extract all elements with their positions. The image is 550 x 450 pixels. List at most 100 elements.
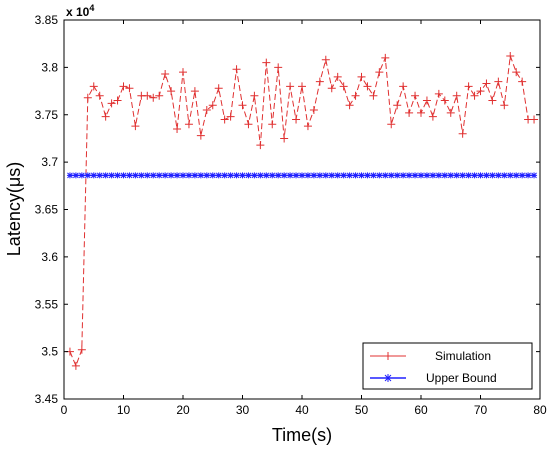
legend: Simulation Upper Bound bbox=[362, 342, 533, 390]
data-point-upper-bound bbox=[281, 172, 288, 179]
x-tick-label: 20 bbox=[176, 403, 190, 417]
data-point-simulation bbox=[173, 124, 182, 133]
x-axis-title: Time(s) bbox=[272, 425, 332, 445]
data-point-simulation bbox=[357, 72, 366, 81]
data-point-simulation bbox=[351, 91, 360, 100]
data-point-simulation bbox=[417, 108, 425, 117]
data-point-simulation bbox=[518, 77, 527, 86]
data-point-simulation bbox=[321, 55, 330, 64]
x-tick-label: 60 bbox=[414, 403, 428, 417]
data-point-upper-bound bbox=[495, 172, 502, 179]
data-point-simulation bbox=[381, 53, 390, 62]
data-point-simulation bbox=[452, 91, 461, 100]
data-point-upper-bound bbox=[346, 172, 353, 179]
plot-area bbox=[64, 20, 540, 399]
x-tick-label: 40 bbox=[295, 403, 309, 417]
legend-marker-simulation bbox=[384, 352, 392, 360]
data-point-simulation bbox=[303, 122, 312, 131]
x-tick-label: 80 bbox=[533, 403, 547, 417]
data-point-simulation bbox=[470, 91, 479, 100]
data-point-upper-bound bbox=[162, 172, 169, 179]
data-point-upper-bound bbox=[400, 172, 407, 179]
data-point-upper-bound bbox=[185, 172, 192, 179]
data-point-upper-bound bbox=[221, 172, 228, 179]
data-point-upper-bound bbox=[168, 172, 175, 179]
y-exponent-power: 4 bbox=[89, 3, 94, 13]
data-point-simulation bbox=[250, 91, 259, 100]
data-point-upper-bound bbox=[138, 172, 145, 179]
data-point-upper-bound bbox=[126, 172, 133, 179]
y-exponent-base: x 10 bbox=[66, 5, 90, 19]
data-point-upper-bound bbox=[304, 172, 311, 179]
data-point-simulation bbox=[131, 122, 140, 131]
data-point-upper-bound bbox=[132, 172, 139, 179]
data-point-simulation bbox=[280, 134, 289, 143]
data-point-simulation bbox=[440, 96, 449, 105]
data-point-simulation bbox=[179, 68, 187, 77]
data-point-simulation bbox=[286, 82, 295, 91]
data-point-simulation bbox=[512, 68, 521, 77]
data-point-simulation bbox=[190, 87, 199, 96]
data-point-simulation bbox=[434, 89, 443, 98]
data-point-simulation bbox=[226, 112, 235, 121]
data-point-upper-bound bbox=[269, 172, 276, 179]
data-point-simulation bbox=[476, 87, 485, 96]
data-point-simulation bbox=[161, 70, 170, 79]
data-point-simulation bbox=[345, 101, 354, 110]
data-point-upper-bound bbox=[257, 172, 264, 179]
data-point-simulation bbox=[149, 93, 158, 102]
data-point-upper-bound bbox=[310, 172, 317, 179]
ticks-layer: 0 10 20 30 40 50 60 70 80 3.45 3.5 3.55 3.6 3.65 3.7 3.… bbox=[35, 13, 547, 417]
data-point-simulation bbox=[101, 112, 110, 121]
data-point-upper-bound bbox=[453, 172, 460, 179]
y-tick-label: 3.8 bbox=[41, 60, 58, 74]
y-tick-label: 3.45 bbox=[35, 392, 59, 406]
data-point-upper-bound bbox=[465, 172, 472, 179]
series-layer bbox=[65, 52, 539, 370]
data-point-upper-bound bbox=[459, 172, 466, 179]
data-point-simulation bbox=[125, 84, 134, 93]
y-tick-label: 3.55 bbox=[35, 297, 59, 311]
data-point-simulation bbox=[375, 68, 384, 77]
data-point-simulation bbox=[202, 106, 211, 115]
data-point-simulation bbox=[500, 101, 509, 110]
data-point-simulation bbox=[446, 108, 455, 117]
x-tick-label: 30 bbox=[236, 403, 250, 417]
data-point-upper-bound bbox=[293, 172, 300, 179]
data-point-upper-bound bbox=[483, 172, 490, 179]
data-point-upper-bound bbox=[477, 172, 484, 179]
legend-label-upper-bound: Upper Bound bbox=[426, 371, 497, 385]
data-point-simulation bbox=[238, 101, 247, 110]
data-point-simulation bbox=[256, 141, 265, 150]
data-point-upper-bound bbox=[358, 172, 365, 179]
data-point-simulation bbox=[292, 115, 301, 124]
data-point-simulation bbox=[482, 79, 491, 88]
data-point-upper-bound bbox=[441, 172, 448, 179]
data-point-upper-bound bbox=[84, 172, 91, 179]
data-point-upper-bound bbox=[150, 172, 157, 179]
data-point-upper-bound bbox=[96, 172, 103, 179]
data-point-simulation bbox=[167, 87, 176, 96]
data-point-simulation bbox=[309, 106, 318, 115]
data-point-upper-bound bbox=[525, 172, 532, 179]
data-point-simulation bbox=[458, 129, 467, 138]
data-point-simulation bbox=[113, 96, 122, 105]
data-point-upper-bound bbox=[334, 172, 341, 179]
data-point-simulation bbox=[428, 112, 437, 121]
data-point-upper-bound bbox=[447, 172, 454, 179]
data-point-simulation bbox=[143, 91, 152, 100]
data-point-simulation bbox=[232, 65, 241, 74]
data-point-simulation bbox=[244, 120, 253, 129]
data-point-simulation bbox=[208, 101, 217, 110]
data-point-upper-bound bbox=[156, 172, 163, 179]
data-point-simulation bbox=[387, 120, 396, 129]
data-point-upper-bound bbox=[197, 172, 204, 179]
data-point-simulation bbox=[298, 82, 306, 91]
data-point-upper-bound bbox=[471, 172, 478, 179]
data-point-upper-bound bbox=[376, 172, 383, 179]
data-point-upper-bound bbox=[90, 172, 97, 179]
data-point-upper-bound bbox=[531, 172, 538, 179]
data-point-upper-bound bbox=[501, 172, 508, 179]
x-tick-label: 70 bbox=[474, 403, 488, 417]
